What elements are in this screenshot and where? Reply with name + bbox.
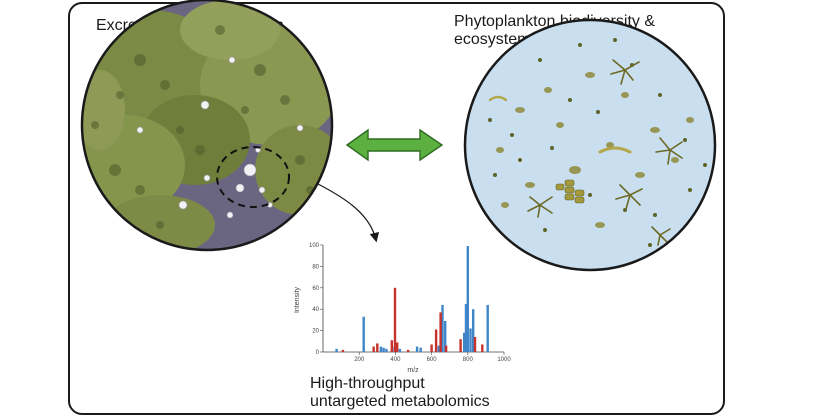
x-tick-label-4: 1000	[497, 357, 511, 363]
spectrum-peak-red-8	[434, 329, 438, 352]
spectrum-peak-red-1	[372, 346, 375, 352]
spectrum-peak-blue-8	[419, 347, 422, 352]
spectrum-peak-blue-10	[441, 304, 444, 352]
spectrum-peak-red-3	[390, 340, 393, 352]
x-tick-label-1: 400	[390, 357, 401, 363]
bottom-title-line2: untargeted metabolomics	[310, 393, 490, 410]
x-tick-label-0: 200	[354, 357, 365, 363]
y-tick-label-5: 100	[309, 243, 320, 249]
x-tick-label-3: 800	[463, 357, 474, 363]
spectrum-peak-red-2	[376, 343, 379, 352]
spectrum-peak-blue-17	[486, 304, 489, 352]
spectrum-peak-red-7	[430, 344, 433, 352]
y-axis-label: Intensity	[294, 286, 301, 313]
y-tick-label-2: 40	[312, 307, 319, 313]
spectrum-peak-red-0	[341, 349, 345, 352]
spectrum-peak-blue-4	[385, 348, 388, 352]
spectrum-peak-blue-7	[415, 346, 419, 352]
y-tick-label-0: 0	[316, 350, 320, 356]
spectrum-peak-blue-3	[382, 347, 385, 352]
connector-arrow	[317, 183, 380, 243]
spectrum-peak-red-4	[393, 287, 397, 352]
spectrum-peak-blue-14	[466, 246, 469, 352]
mass-spectrum-chart: Intensity m/z 0 20 40 60 80 100 200 400 600 800 10…	[294, 243, 511, 374]
x-axis-label: m/z	[407, 367, 419, 374]
spectrum-peak-blue-0	[335, 348, 338, 352]
spectrum-peak-blue-13	[464, 303, 468, 352]
spectrum-peak-red-6	[406, 349, 410, 352]
spectrum-peak-blue-12	[463, 332, 466, 352]
bottom-title-line1: High-throughput	[310, 375, 425, 392]
spectrum-peak-blue-6	[398, 348, 402, 352]
y-tick-label-3: 60	[312, 286, 319, 292]
y-tick-label-1: 20	[312, 329, 319, 335]
x-tick-label-2: 600	[427, 357, 438, 363]
spectrum-peak-red-11	[459, 339, 462, 352]
double-arrow	[345, 128, 444, 162]
spectrum-peak-red-10	[444, 345, 448, 352]
algae-micrograph-left	[80, 0, 334, 252]
spectrum-peak-blue-15	[469, 328, 472, 352]
spectrum-peak-red-13	[481, 344, 484, 352]
spectrum-peak-red-12	[473, 337, 477, 352]
spectrum-peak-red-5	[396, 342, 399, 352]
spectrum-peak-blue-1	[362, 316, 365, 352]
spectrum-peak-blue-9	[437, 345, 440, 352]
y-tick-label-4: 80	[312, 264, 319, 270]
spectrum-peak-red-9	[439, 312, 442, 352]
spectrum-peak-blue-2	[379, 346, 383, 352]
spectrum-peak-blue-16	[472, 309, 475, 352]
spectrum-peak-blue-11	[444, 321, 447, 352]
phytoplankton-micrograph-right	[463, 18, 717, 272]
